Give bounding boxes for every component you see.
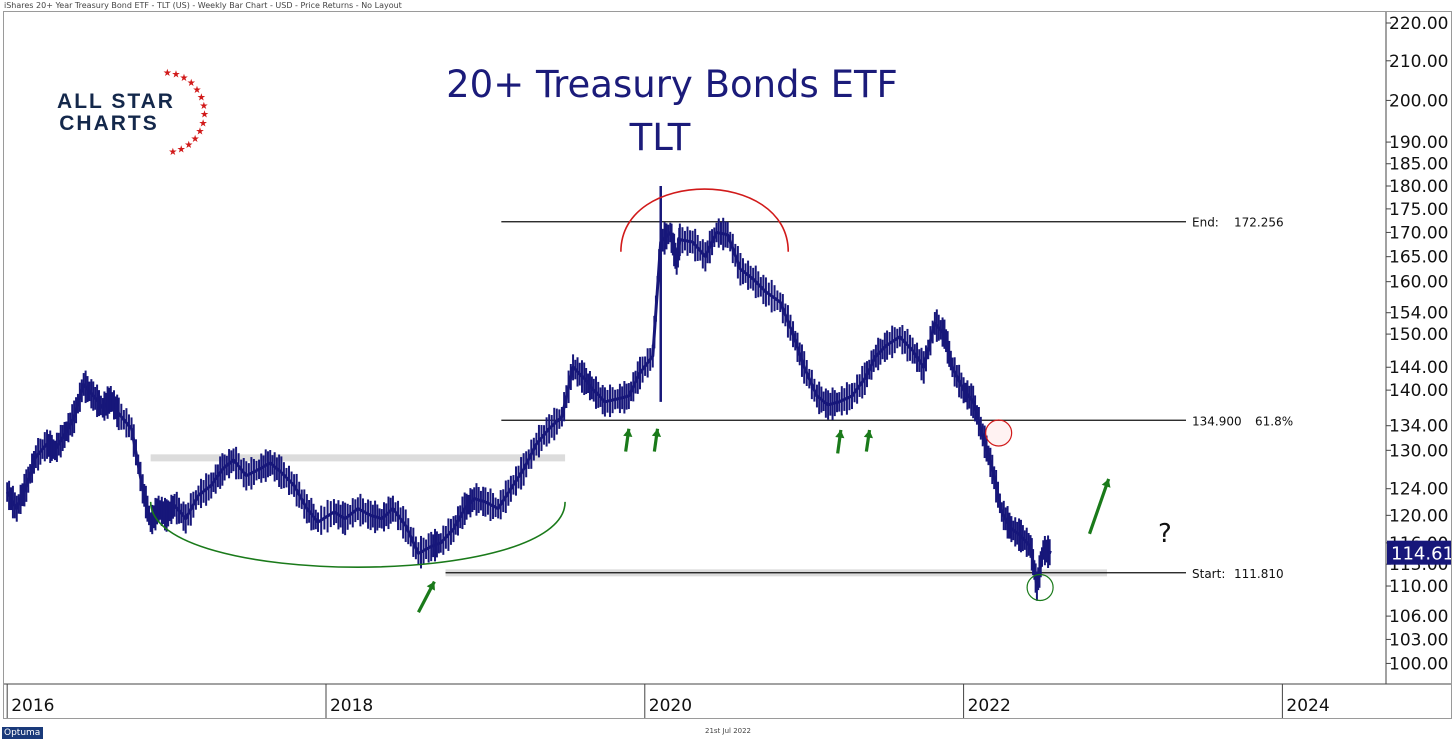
footer-date: 21st Jul 2022 bbox=[705, 727, 752, 735]
x-tick-label: 2022 bbox=[968, 696, 1011, 716]
y-tick-label: 103.00 bbox=[1389, 630, 1448, 650]
y-tick-label: 144.00 bbox=[1389, 358, 1448, 378]
annotations: ? bbox=[149, 188, 1172, 614]
level-value: 111.810 bbox=[1234, 567, 1284, 581]
y-tick-label: 100.00 bbox=[1389, 654, 1448, 674]
logo-star-icon: ★ bbox=[187, 78, 196, 89]
price-series bbox=[5, 185, 1052, 601]
y-tick-label: 190.00 bbox=[1389, 133, 1448, 153]
arrow-head-icon bbox=[863, 429, 874, 439]
fibonacci-levels: End: 172.256 134.900 61.8% Start: 111.810 bbox=[445, 216, 1293, 581]
chart-header-caption: iShares 20+ Year Treasury Bond ETF - TLT… bbox=[4, 1, 402, 10]
green-bottom-arc bbox=[149, 501, 566, 568]
y-tick-label: 220.00 bbox=[1389, 14, 1448, 34]
up-arrow-icon bbox=[1088, 478, 1111, 535]
y-tick-label: 170.00 bbox=[1389, 223, 1448, 243]
red-circle-marker bbox=[985, 419, 1013, 447]
x-tick-label: 2018 bbox=[330, 696, 373, 716]
logo-star-icon: ★ bbox=[199, 118, 208, 129]
logo-star-icon: ★ bbox=[168, 147, 177, 158]
y-tick-label: 185.00 bbox=[1389, 155, 1448, 175]
logo-star-icon: ★ bbox=[197, 92, 206, 103]
y-tick-label: 165.00 bbox=[1389, 248, 1448, 268]
x-tick-label: 2020 bbox=[649, 696, 692, 716]
price-chart: End: 172.256 134.900 61.8% Start: 111.810 ? 2… bbox=[4, 12, 1451, 718]
logo-star-icon: ★ bbox=[199, 101, 208, 112]
y-tick-label: 124.00 bbox=[1389, 480, 1448, 500]
x-tick-label: 2016 bbox=[11, 696, 54, 716]
logo-star-icon: ★ bbox=[184, 140, 193, 151]
x-tick-label: 2024 bbox=[1286, 696, 1329, 716]
logo-star-icon: ★ bbox=[163, 68, 172, 79]
arrow-head-icon bbox=[1101, 478, 1111, 488]
logo-star-icon: ★ bbox=[195, 126, 204, 137]
all-star-charts-logo: ALL STAR CHARTS ★ ★ ★★★★★★★★★★★★ bbox=[57, 68, 209, 158]
red-top-arc bbox=[620, 188, 790, 252]
y-tick-label: 140.00 bbox=[1389, 381, 1448, 401]
green-circle-marker bbox=[1026, 573, 1054, 602]
arrow-head-icon bbox=[623, 428, 633, 438]
logo-star-icon: ★ bbox=[191, 134, 200, 145]
logo-star-icon: ★ bbox=[171, 70, 180, 81]
y-tick-label: 175.00 bbox=[1389, 200, 1448, 220]
y-tick-label: 210.00 bbox=[1389, 52, 1448, 72]
level-value: 172.256 bbox=[1234, 216, 1284, 230]
chart-title: 20+ Treasury Bonds ETF bbox=[446, 63, 898, 106]
logo-star-icon: ★ bbox=[177, 144, 186, 155]
level-value: 134.900 bbox=[1192, 414, 1242, 428]
y-tick-label: 150.00 bbox=[1389, 325, 1448, 345]
last-price-tag bbox=[1387, 540, 1451, 565]
y-tick-label: 120.00 bbox=[1389, 506, 1448, 526]
logo-star-icon: ★ bbox=[193, 85, 202, 96]
logo-star-icon: ★ bbox=[200, 110, 209, 121]
y-tick-label: 160.00 bbox=[1389, 273, 1448, 293]
y-tick-label: 110.00 bbox=[1389, 577, 1448, 597]
logo-line1: ALL STAR bbox=[57, 90, 175, 113]
level-name: Start: bbox=[1192, 567, 1225, 581]
price-line bbox=[5, 230, 1052, 588]
footer-brand: Optuma bbox=[2, 727, 44, 739]
logo-star-icon: ★ bbox=[180, 73, 189, 84]
last-price-label: 114.61 bbox=[1391, 544, 1451, 565]
y-tick-label: 134.00 bbox=[1389, 417, 1448, 437]
y-tick-label: 130.00 bbox=[1389, 441, 1448, 461]
arrow-head-icon bbox=[426, 581, 435, 591]
support-bands bbox=[150, 454, 1108, 577]
arrow-head-icon bbox=[651, 428, 662, 438]
question-mark: ? bbox=[1158, 519, 1172, 549]
y-tick-label: 154.00 bbox=[1389, 304, 1448, 324]
support-band bbox=[150, 454, 566, 462]
level-percent: 61.8% bbox=[1255, 414, 1293, 428]
level-name: End: bbox=[1192, 216, 1219, 230]
y-tick-label: 180.00 bbox=[1389, 177, 1448, 197]
logo-line2: CHARTS bbox=[59, 112, 159, 135]
y-tick-label: 106.00 bbox=[1389, 607, 1448, 627]
logo-stars-icon: ★ ★ ★★★★★★★★★★★★ bbox=[163, 68, 209, 158]
arrow-head-icon bbox=[835, 429, 845, 439]
y-tick-label: 200.00 bbox=[1389, 91, 1448, 111]
chart-subtitle: TLT bbox=[629, 116, 691, 159]
chart-frame: End: 172.256 134.900 61.8% Start: 111.810 ? 2… bbox=[3, 11, 1452, 719]
